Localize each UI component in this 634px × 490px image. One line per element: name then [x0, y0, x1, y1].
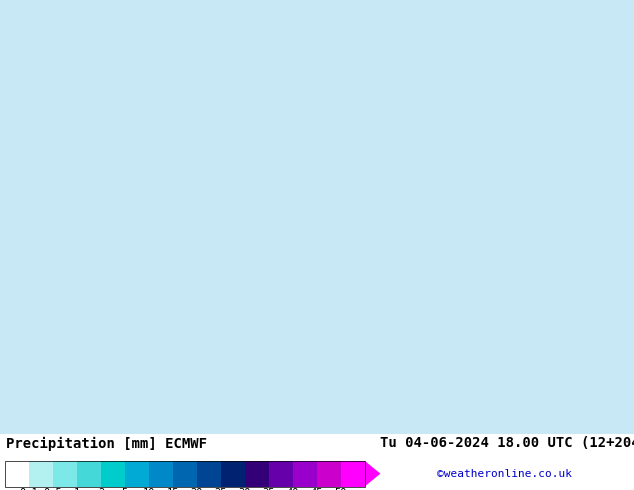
Bar — [101, 461, 125, 487]
Text: 20: 20 — [191, 489, 203, 490]
Text: Precipitation [mm] ECMWF: Precipitation [mm] ECMWF — [6, 437, 207, 451]
Bar — [77, 461, 101, 487]
Bar — [221, 461, 245, 487]
Polygon shape — [365, 461, 380, 487]
Bar — [149, 461, 173, 487]
Text: 2: 2 — [98, 489, 104, 490]
Text: 5: 5 — [122, 489, 128, 490]
Text: 0.5: 0.5 — [44, 489, 62, 490]
Text: ©weatheronline.co.uk: ©weatheronline.co.uk — [437, 469, 573, 479]
Text: 40: 40 — [287, 489, 299, 490]
Bar — [293, 461, 316, 487]
Text: 25: 25 — [214, 489, 227, 490]
Bar — [5, 461, 29, 487]
Text: 15: 15 — [167, 489, 179, 490]
Bar — [245, 461, 269, 487]
Bar — [340, 461, 365, 487]
Bar — [29, 461, 53, 487]
Bar — [173, 461, 197, 487]
Bar — [53, 461, 77, 487]
Bar — [316, 461, 340, 487]
Text: Tu 04-06-2024 18.00 UTC (12+204): Tu 04-06-2024 18.00 UTC (12+204) — [380, 437, 634, 450]
Text: 10: 10 — [143, 489, 155, 490]
Bar — [197, 461, 221, 487]
Text: 1: 1 — [74, 489, 80, 490]
Bar — [125, 461, 149, 487]
Text: 35: 35 — [262, 489, 275, 490]
Bar — [5, 461, 365, 487]
Text: 45: 45 — [311, 489, 323, 490]
Text: 50: 50 — [334, 489, 347, 490]
Text: 30: 30 — [238, 489, 251, 490]
Bar — [269, 461, 293, 487]
Text: 0.1: 0.1 — [20, 489, 39, 490]
